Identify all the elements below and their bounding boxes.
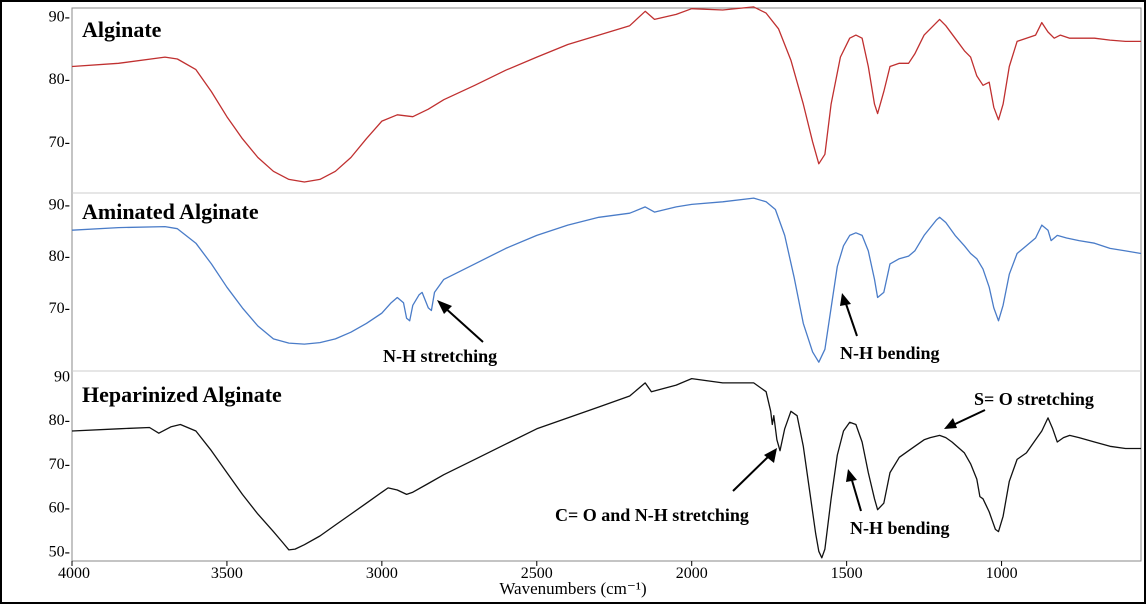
annotation-so-stretching: S= O stretching: [974, 389, 1094, 409]
annotation-nh-bending-heparinized: N-H bending: [850, 518, 950, 538]
plot-frame: [71, 7, 1142, 562]
x-tick-label: 2500: [521, 565, 553, 582]
x-tick-label: 2000: [676, 565, 708, 582]
y-tick-label-panel-2: 70-: [49, 300, 70, 317]
annotation-arrow-so-stretching: [952, 409, 986, 426]
annotation-co-nh-stretching: C= O and N-H stretching: [555, 505, 749, 525]
x-tick-label: 3500: [211, 565, 243, 582]
panel-title-alginate: Alginate: [82, 17, 162, 42]
x-ticks-group: 4000 3500 3000 2500 2000 1500 1000: [58, 561, 1018, 582]
y-tick-label-panel-3: 70-: [49, 456, 70, 473]
y-tick-label-panel-2: 90-: [49, 196, 70, 213]
y-tick-label-panel-3: 60-: [49, 500, 70, 517]
y-tick-label-panel-1: 80-: [49, 71, 70, 88]
x-tick-label: 1000: [986, 565, 1018, 582]
x-tick-label: 3000: [366, 565, 398, 582]
annotation-arrow-nh-stretching: [442, 305, 484, 343]
y-ticks-group: 90- 80- 70- 90- 80- 70- 90 80- 70- 60- 50-: [49, 8, 70, 560]
series-line-panel-1: [71, 6, 1141, 183]
y-tick-label-panel-1: 70-: [49, 134, 70, 151]
x-tick-label: 1500: [831, 565, 863, 582]
annotation-arrowhead-nh-stretching: [437, 300, 452, 314]
annotation-nh-stretching: N-H stretching: [383, 346, 497, 366]
x-tick-label: 4000: [58, 565, 90, 582]
panel-title-heparinized-alginate: Heparinized Alginate: [82, 382, 282, 407]
annotation-arrowhead-co-nh-stretching: [764, 448, 777, 463]
annotation-arrowhead-so-stretching: [944, 418, 957, 429]
annotation-arrow-nh-bending-aminated: [844, 300, 858, 337]
panel-title-aminated-alginate: Aminated Alginate: [82, 199, 259, 224]
annotation-nh-bending-aminated: N-H bending: [840, 343, 940, 363]
y-tick-label-panel-3: 80-: [49, 412, 70, 429]
y-tick-label-panel-3: 90: [54, 368, 70, 385]
series-line-panel-2: [71, 197, 1142, 363]
annotation-arrowhead-nh-bending-aminated: [840, 293, 851, 306]
annotation-arrowhead-nh-bending-heparinized: [846, 469, 857, 482]
series-line-panel-3: [71, 377, 1141, 559]
annotation-arrow-nh-bending-heparinized: [850, 476, 862, 512]
traces-group: [71, 6, 1142, 559]
y-tick-label-panel-1: 90-: [49, 8, 70, 25]
y-tick-label-panel-2: 80-: [49, 248, 70, 265]
y-tick-label-panel-3: 50-: [49, 543, 70, 560]
x-axis-title: Wavenumbers (cm⁻¹): [499, 579, 646, 598]
annotation-arrow-co-nh-stretching: [732, 453, 772, 492]
